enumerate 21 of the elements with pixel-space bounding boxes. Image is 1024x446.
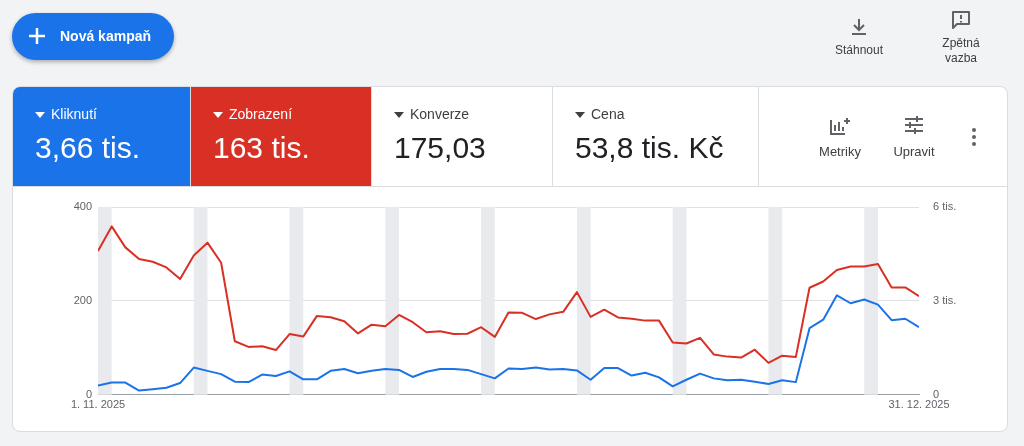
text: Stáhnout bbox=[833, 43, 884, 57]
y2-tick-label: 6 tis. bbox=[933, 200, 957, 213]
text: Kliknutí bbox=[51, 106, 97, 122]
text: Metriky bbox=[818, 144, 862, 159]
x-tick-label: 1. 11. 2025 bbox=[70, 398, 126, 411]
text: Konverze bbox=[410, 106, 470, 122]
y2-tick-label: 3 tis. bbox=[933, 293, 957, 306]
text: 3,66 tis. bbox=[35, 131, 141, 165]
x-tick-label: 31. 12. 2025 bbox=[888, 398, 950, 411]
text: Zpětná vazba bbox=[941, 36, 981, 66]
text: Cena bbox=[591, 106, 625, 122]
text: Nová kampaň bbox=[60, 28, 152, 44]
text: 175,03 bbox=[394, 131, 486, 165]
y2-tick-label: 0 bbox=[933, 387, 940, 400]
text: Upravit bbox=[892, 144, 936, 159]
text: Zobrazení bbox=[229, 106, 293, 122]
y-tick-label: 0 bbox=[85, 387, 92, 400]
y-tick-label: 400 bbox=[73, 200, 92, 213]
text: 53,8 tis. Kč bbox=[575, 131, 724, 165]
y-tick-label: 200 bbox=[73, 293, 92, 306]
text: 163 tis. bbox=[213, 131, 310, 165]
